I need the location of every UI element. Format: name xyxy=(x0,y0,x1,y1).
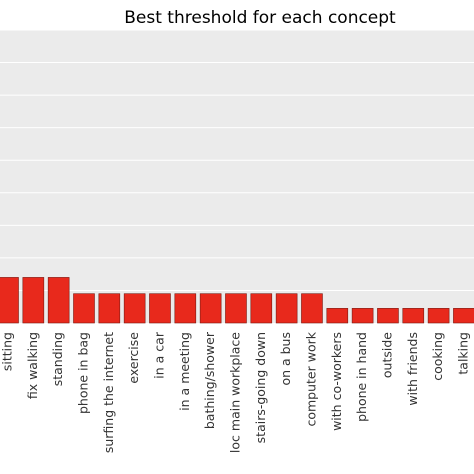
x-tick-label: in a car xyxy=(151,331,166,379)
x-tick-label: surfing the internet xyxy=(101,332,116,453)
x-tick-label: exercise xyxy=(126,332,141,384)
plot-background xyxy=(0,30,474,323)
bar xyxy=(326,308,349,324)
x-tick-label: sitting xyxy=(0,332,15,371)
x-tick-label: talking xyxy=(455,332,470,375)
x-tick-label: fix walking xyxy=(25,332,40,399)
bar xyxy=(250,293,273,324)
x-tick-label: phone in bag xyxy=(75,332,90,414)
x-tick-label: computer work xyxy=(303,331,318,426)
bar xyxy=(301,293,323,324)
bar xyxy=(174,293,197,324)
x-tick-label: phone in hand xyxy=(354,332,369,422)
bar xyxy=(73,293,95,324)
bar xyxy=(225,293,247,324)
x-tick-label: standing xyxy=(50,332,65,386)
bar xyxy=(0,277,19,324)
x-tick-label: bathing/shower xyxy=(202,331,217,429)
x-tick-label: outside xyxy=(379,332,394,378)
bar xyxy=(123,293,146,324)
bar xyxy=(377,308,399,324)
bar xyxy=(22,277,45,324)
bar xyxy=(453,308,474,324)
bar xyxy=(351,308,374,324)
chart-title: Best threshold for each concept xyxy=(124,8,396,28)
bar xyxy=(98,293,121,324)
x-tick-label: cooking xyxy=(430,332,445,381)
x-tick-label: with co-workers xyxy=(329,332,344,431)
x-tick-label: in a meeting xyxy=(177,332,192,411)
bar xyxy=(149,293,171,324)
x-tick-label: stairs-going down xyxy=(253,332,268,443)
x-tick-label: on a bus xyxy=(278,332,293,386)
bar xyxy=(427,308,450,324)
bar xyxy=(47,277,70,324)
bar xyxy=(402,308,425,324)
bar xyxy=(199,293,222,324)
x-tick-label: loc main workplace xyxy=(227,332,242,453)
bar xyxy=(275,293,298,324)
x-tick-label: with friends xyxy=(405,332,420,406)
